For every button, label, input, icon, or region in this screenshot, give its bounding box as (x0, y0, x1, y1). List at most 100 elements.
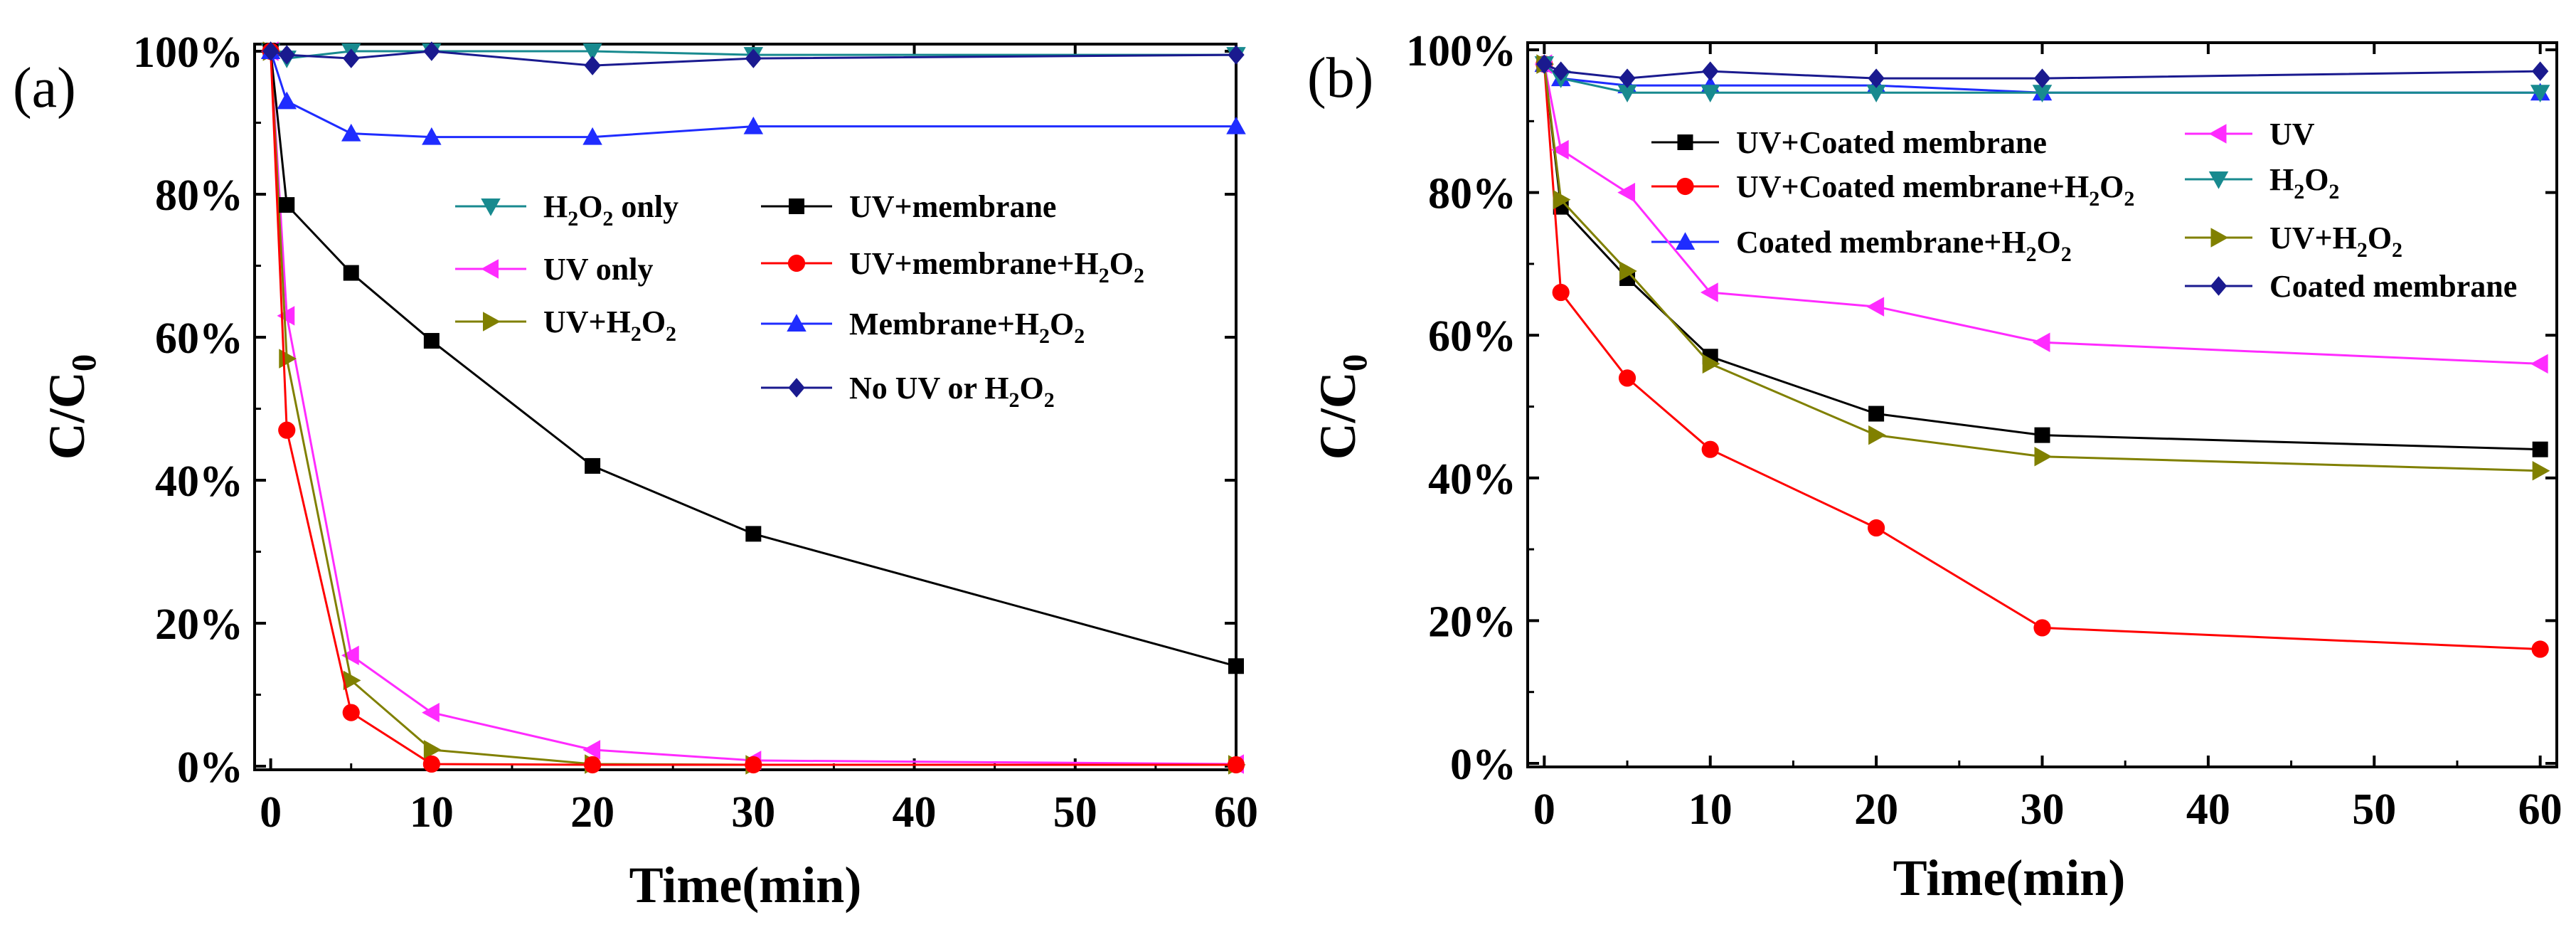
legend-marker (1675, 232, 1696, 250)
x-tick-label: 40 (893, 788, 937, 837)
y-axis-title-group: C/C0 (1309, 354, 1374, 460)
data-point (423, 41, 440, 61)
legend-marker (787, 314, 807, 332)
x-tick-label: 60 (2518, 785, 2562, 834)
x-tick-label: 60 (1214, 788, 1258, 837)
legend-marker (789, 198, 804, 214)
legend-entry: UV only (455, 252, 653, 287)
series-membrane-h2o2 (260, 41, 1246, 145)
data-point (583, 756, 602, 774)
data-point (1866, 85, 1886, 102)
y-tick-label: 20% (1428, 598, 1516, 646)
data-point (2530, 85, 2550, 102)
x-tick-label: 10 (410, 788, 454, 837)
data-point (262, 41, 280, 61)
legend-entry: UV+H2O2 (455, 304, 676, 346)
data-point (585, 457, 601, 474)
legend-entry: UV+H2O2 (2185, 221, 2402, 262)
legend-label: Coated membrane+H2O2 (1736, 225, 2072, 266)
data-point (1226, 116, 1246, 134)
data-point (745, 48, 762, 68)
legend-entry: UV+membrane (761, 189, 1056, 224)
data-point (745, 526, 762, 542)
y-axis-title-group: C/C0 (38, 354, 103, 460)
data-point (1617, 85, 1637, 102)
x-tick-label: 0 (260, 788, 282, 837)
data-point (1553, 189, 1571, 210)
data-point (1227, 756, 1245, 774)
legend-marker (481, 259, 499, 279)
y-tick-label: 60% (1428, 312, 1516, 361)
data-point (745, 756, 762, 774)
data-point (2530, 354, 2548, 374)
data-point (1550, 139, 1569, 160)
y-tick-label: 0% (177, 743, 243, 792)
data-point (2032, 332, 2050, 352)
data-point (1702, 61, 1719, 81)
data-point (278, 421, 296, 439)
legend-marker (481, 198, 501, 216)
data-point (2032, 85, 2053, 102)
legend-entry: No UV or H2O2 (761, 371, 1055, 412)
data-point (2531, 61, 2549, 81)
legend-label: UV+H2O2 (543, 304, 676, 346)
x-tick-label: 50 (2352, 785, 2396, 834)
y-tick-label: 20% (155, 600, 243, 649)
legend-entry: UV (2185, 117, 2315, 152)
legend-entry: H2O2 (2185, 162, 2339, 203)
data-point (2033, 619, 2051, 637)
data-point (1228, 658, 1244, 674)
legend-entry: H2O2 only (455, 189, 678, 231)
legend-label: H2O2 (2269, 162, 2339, 203)
x-tick-label: 20 (1854, 785, 1898, 834)
data-point (2532, 461, 2550, 481)
data-point (1868, 68, 1885, 88)
data-point (1702, 354, 1720, 374)
legend-marker (787, 254, 806, 272)
data-point (584, 55, 601, 75)
legend-marker (483, 312, 501, 332)
legend-label: UV+Coated membrane+H2O2 (1736, 169, 2134, 211)
data-point (423, 740, 442, 760)
data-point (1617, 182, 1636, 203)
data-point (582, 127, 602, 145)
data-point (1868, 425, 1886, 445)
legend-marker (1676, 177, 1694, 196)
data-point (1228, 45, 1245, 65)
data-point (343, 48, 360, 68)
data-point (582, 43, 602, 61)
legend-entry: Coated membrane+H2O2 (1651, 225, 2072, 266)
legend-marker (2210, 276, 2228, 296)
data-point (341, 123, 361, 142)
legend-marker (1677, 134, 1693, 150)
x-tick-label: 10 (1688, 785, 1733, 834)
x-tick-label: 0 (1533, 785, 1555, 834)
data-point (1552, 61, 1570, 81)
x-tick-label: 50 (1053, 788, 1097, 837)
data-point (277, 306, 295, 326)
series-coated-membrane (1536, 54, 2549, 88)
data-point (342, 704, 360, 721)
x-tick-label: 20 (570, 788, 614, 837)
data-point (1866, 297, 1885, 317)
series-no-uv-or-h2o2 (262, 41, 1245, 75)
data-point (1536, 54, 1553, 74)
legend-marker (2208, 124, 2227, 144)
legend-label: UV only (543, 252, 653, 287)
data-point (422, 755, 440, 773)
y-tick-label: 60% (155, 314, 243, 363)
legend-label: UV (2269, 117, 2315, 152)
x-tick-label: 40 (2186, 785, 2230, 834)
data-point (743, 116, 764, 134)
data-point (1701, 440, 1719, 458)
data-point (2034, 446, 2053, 467)
x-tick-label: 30 (2021, 785, 2065, 834)
panel-label: (a) (13, 57, 76, 120)
x-axis-title: Time(min) (1893, 849, 2126, 906)
data-point (423, 333, 440, 349)
x-tick-label: 30 (731, 788, 775, 837)
data-point (343, 265, 359, 281)
panel-b: 0 10 20 30 40 50 60 0% 20% 40% 60% 80% 100% UV+Coated… (1307, 27, 2562, 906)
